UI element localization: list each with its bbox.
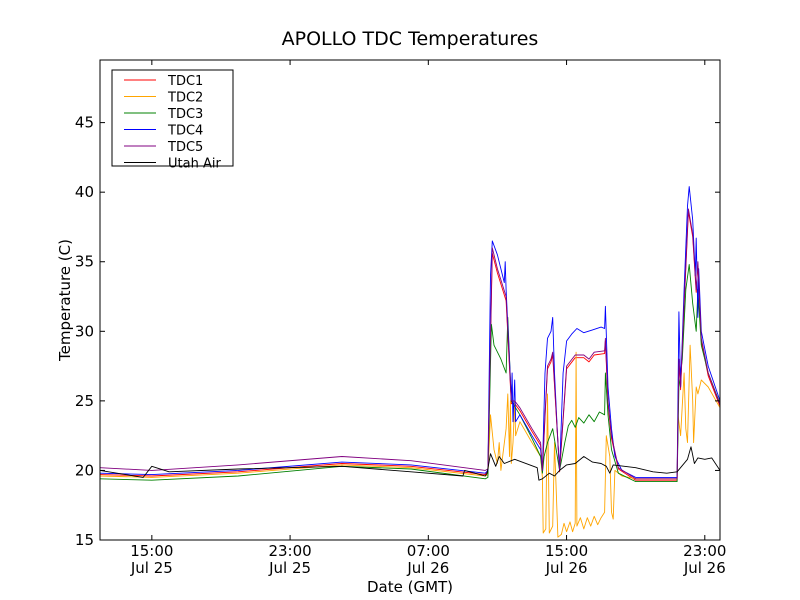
legend-label: TDC5 bbox=[167, 140, 203, 155]
y-tick-label: 40 bbox=[75, 183, 94, 201]
series-lines bbox=[100, 186, 720, 538]
y-axis-label: Temperature (C) bbox=[56, 239, 74, 362]
y-tick-label: 30 bbox=[75, 322, 94, 340]
x-tick-label: 15:00 bbox=[130, 542, 173, 560]
legend-box bbox=[111, 69, 234, 167]
x-tick-date-label: Jul 25 bbox=[268, 559, 311, 577]
x-axis-label: Date (GMT) bbox=[367, 578, 453, 596]
y-tick-label: 25 bbox=[75, 392, 94, 410]
chart-title: APOLLO TDC Temperatures bbox=[282, 28, 539, 50]
y-tick-label: 35 bbox=[75, 253, 94, 271]
x-tick-date-label: Jul 25 bbox=[130, 559, 173, 577]
x-tick-date-label: Jul 26 bbox=[406, 559, 449, 577]
x-tick-date-label: Jul 26 bbox=[683, 559, 726, 577]
legend-label: Utah Air bbox=[168, 157, 221, 172]
x-tick-label: 23:00 bbox=[683, 542, 726, 560]
series-line-utah-air bbox=[100, 446, 720, 481]
legend-label: TDC3 bbox=[167, 107, 203, 122]
y-tick-label: 15 bbox=[75, 531, 94, 549]
legend-label: TDC2 bbox=[167, 91, 203, 106]
x-tick-label: 23:00 bbox=[268, 542, 311, 560]
series-line-tdc3 bbox=[100, 264, 720, 483]
legend-label: TDC1 bbox=[167, 74, 203, 89]
y-tick-label: 45 bbox=[75, 114, 94, 132]
y-axis: 15 20 25 30 35 40 45 bbox=[75, 114, 720, 549]
series-line-tdc5 bbox=[100, 208, 720, 480]
x-tick-label: 15:00 bbox=[545, 542, 588, 560]
series-line-tdc2 bbox=[100, 344, 720, 538]
x-tick-label: 07:00 bbox=[407, 542, 450, 560]
x-tick-date-label: Jul 26 bbox=[545, 559, 588, 577]
y-tick-label: 20 bbox=[75, 461, 94, 479]
legend-label: TDC4 bbox=[167, 124, 203, 139]
plot-frame bbox=[99, 59, 721, 541]
